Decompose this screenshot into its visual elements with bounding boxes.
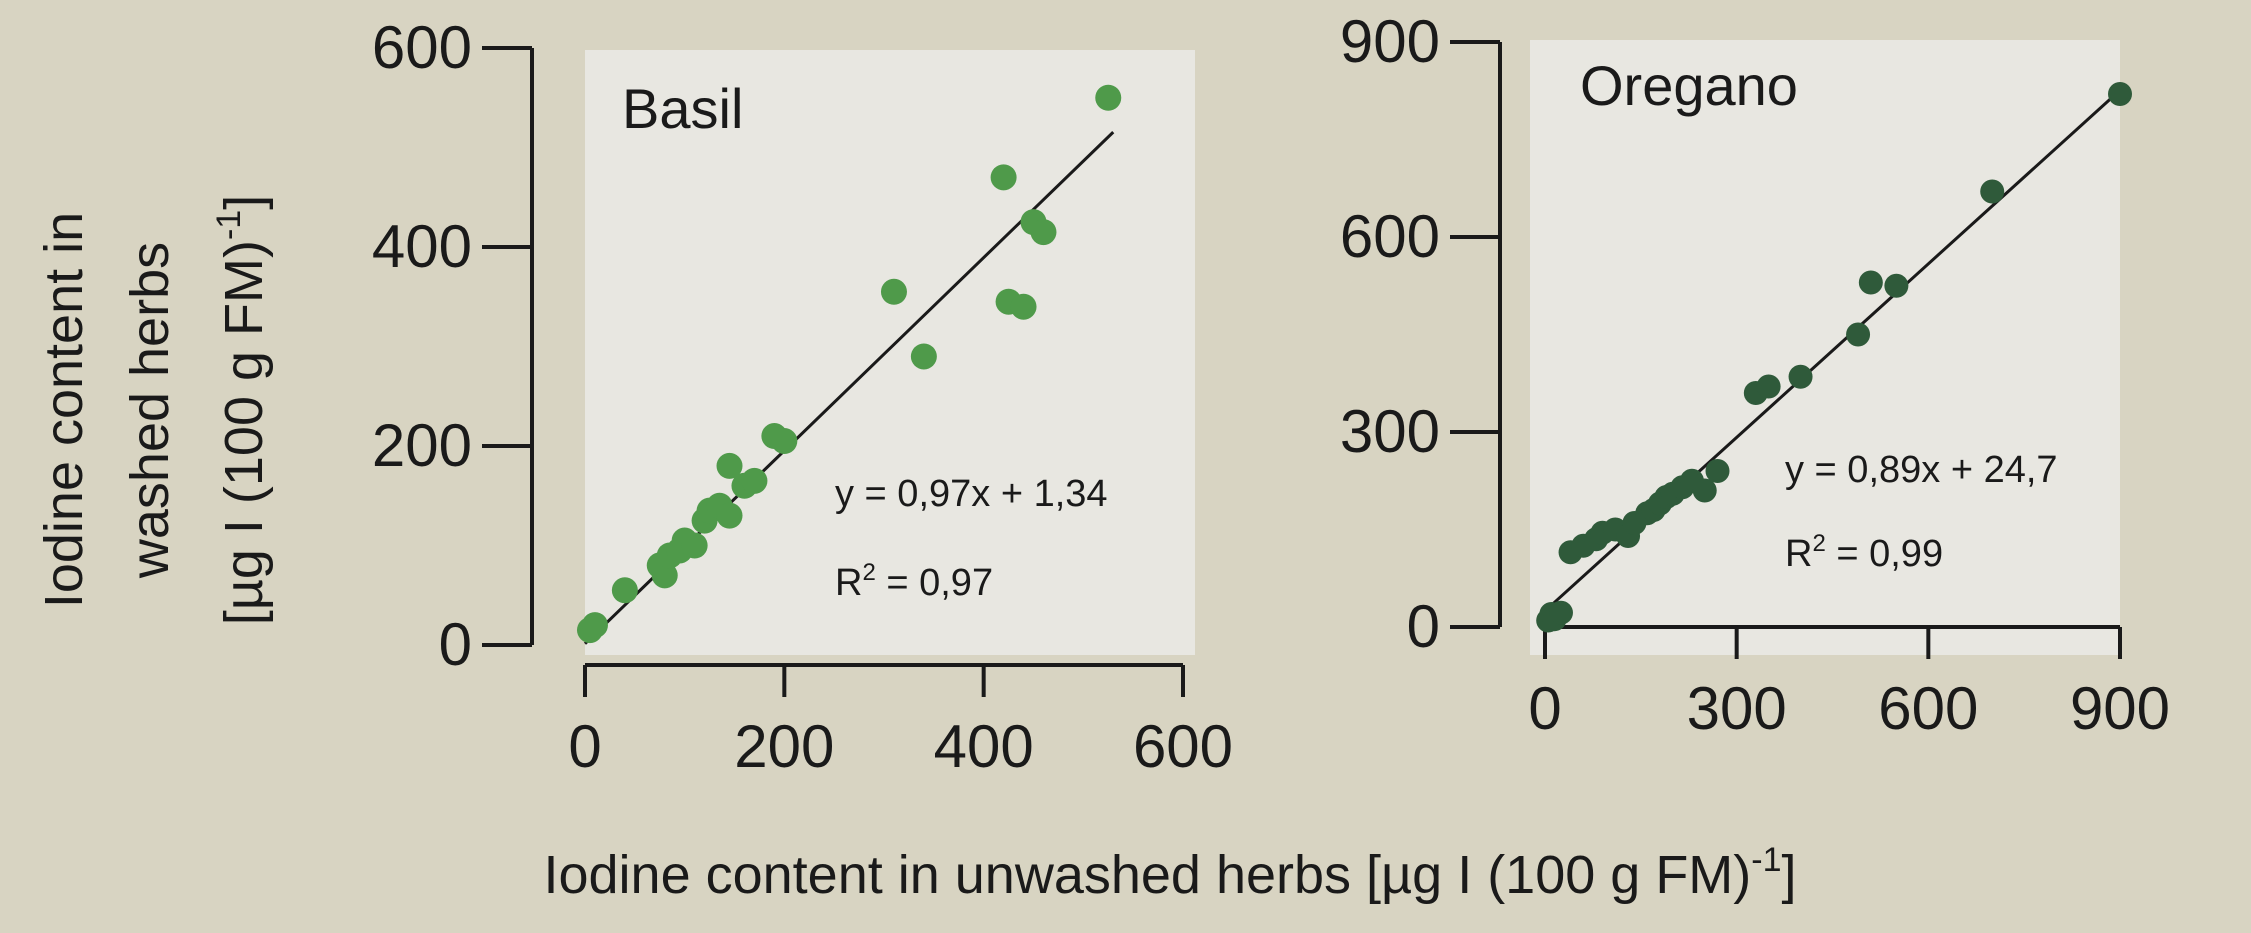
basil-x-tick-label: 400: [934, 713, 1034, 780]
basil-data-point: [771, 428, 798, 455]
oregano-data-point: [1756, 374, 1781, 399]
basil-panel-title: Basil: [622, 77, 743, 140]
basil-y-tick-label: 0: [439, 611, 472, 678]
x-axis-title: Iodine content in unwashed herbs [µg I (…: [543, 841, 1796, 905]
oregano-panel: 0 300 600 900 0 300 600 900 Oregano y = 0,89x + 2…: [1340, 8, 2170, 742]
basil-x-tick-label: 600: [1133, 713, 1233, 780]
basil-data-point: [1095, 84, 1122, 111]
oregano-y-tick-label: 0: [1407, 593, 1440, 660]
basil-regression-equation: y = 0,97x + 1,34: [835, 473, 1108, 515]
y-axis-title-line-1: Iodine content in: [34, 212, 94, 608]
oregano-x-tick-label: 600: [1878, 675, 1978, 742]
oregano-data-point: [1846, 322, 1871, 347]
oregano-panel-title: Oregano: [1580, 54, 1798, 117]
basil-y-tick-label: 400: [372, 213, 472, 280]
oregano-data-point: [1884, 273, 1909, 298]
oregano-data-point: [2108, 82, 2132, 106]
oregano-y-tick-label: 600: [1340, 203, 1440, 270]
basil-data-point: [910, 343, 937, 370]
basil-data-point: [1030, 219, 1057, 246]
basil-data-point: [581, 612, 608, 639]
oregano-x-tick-label: 900: [2070, 675, 2170, 742]
oregano-y-tick-label: 300: [1340, 398, 1440, 465]
basil-x-tick-label: 200: [734, 713, 834, 780]
oregano-data-point: [1692, 478, 1717, 503]
basil-data-point: [880, 278, 907, 305]
basil-y-tick-label: 200: [372, 412, 472, 479]
basil-y-tick-label: 600: [372, 14, 472, 81]
y-axis-title-line-3: [µg I (100 g FM)-1]: [210, 195, 274, 625]
basil-panel: 0 200 400 600 0 200 400 600 Basil y = 0,97x + 1,3…: [372, 14, 1233, 780]
basil-data-point: [1010, 293, 1037, 320]
basil-data-point: [611, 577, 638, 604]
basil-data-point: [990, 164, 1017, 191]
oregano-x-tick-label: 300: [1687, 675, 1787, 742]
oregano-y-tick-label: 900: [1340, 8, 1440, 75]
oregano-data-point: [1788, 364, 1813, 389]
oregano-regression-equation: y = 0,89x + 24,7: [1785, 449, 2058, 491]
oregano-x-tick-label: 0: [1528, 675, 1561, 742]
basil-x-tick-label: 0: [568, 713, 601, 780]
y-axis-title-line-2: washed herbs: [120, 242, 180, 579]
oregano-data-point: [1705, 459, 1730, 483]
basil-data-point: [651, 562, 678, 589]
oregano-data-point: [1858, 270, 1883, 295]
basil-r-squared: R2 = 0,97: [835, 559, 993, 604]
basil-data-point: [681, 532, 708, 559]
basil-data-point: [716, 502, 743, 529]
y-axis-title: Iodine content in washed herbs [µg I (10…: [34, 195, 274, 625]
oregano-r-squared: R2 = 0,99: [1785, 530, 1943, 575]
oregano-plot-area: [1530, 40, 2120, 655]
basil-data-point: [716, 452, 743, 479]
oregano-data-point: [1980, 179, 2005, 204]
basil-data-point: [741, 467, 768, 494]
oregano-data-point: [1548, 600, 1573, 625]
